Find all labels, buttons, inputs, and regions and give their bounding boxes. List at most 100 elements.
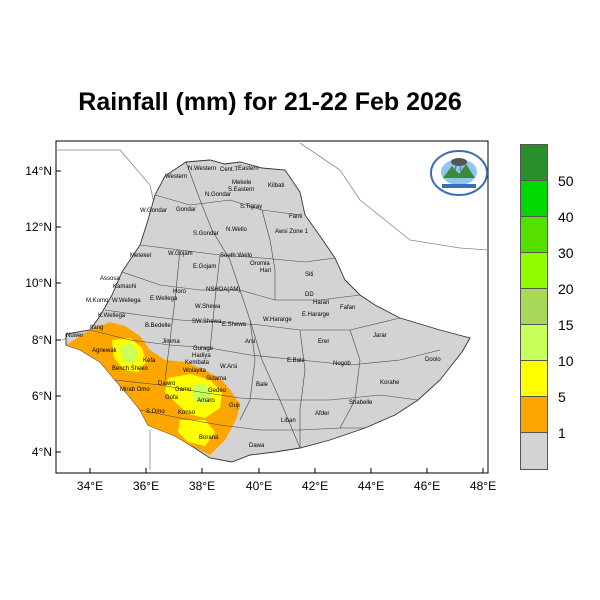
region-label: E.Shewa xyxy=(222,322,247,328)
region-label: Hari xyxy=(260,268,271,274)
region-label: W.Gojam xyxy=(168,251,193,257)
region-label: S.Omo xyxy=(146,409,165,415)
lat-ticks: 4°N 6°N 8°N 10°N 12°N 14°N xyxy=(25,164,61,459)
lat-tick-label: 12°N xyxy=(25,220,52,234)
region-label: Jimma xyxy=(162,339,180,345)
region-label: Fanti xyxy=(289,214,302,220)
region-label: Afder xyxy=(315,411,329,417)
region-label: Agnewak xyxy=(92,348,118,354)
region-label: Fafan xyxy=(340,305,355,311)
region-label: Arsi xyxy=(245,339,255,345)
region-label: N.Gondar xyxy=(205,192,231,198)
region-label: Harari xyxy=(313,300,329,306)
legend-label: 10 xyxy=(558,353,574,369)
region-label: M.Komo xyxy=(86,298,109,304)
region-label: B.Bedelle xyxy=(145,323,171,329)
region-label: S.Eastern xyxy=(228,187,254,193)
lon-tick-label: 46°E xyxy=(414,479,440,493)
region-label: S.Tigray xyxy=(240,204,262,210)
legend-label: 40 xyxy=(558,209,574,225)
lon-tick-label: 38°E xyxy=(189,479,215,493)
region-label: Guji xyxy=(229,403,240,409)
region-label: W.Gondar xyxy=(140,208,167,214)
region-label: Eastern xyxy=(238,166,259,172)
region-label: Cent.T xyxy=(220,167,238,173)
region-label: Bale xyxy=(256,382,269,388)
region-label: Western xyxy=(165,174,187,180)
region-label: Korahe xyxy=(380,380,400,386)
region-label: Gedeo xyxy=(208,388,227,394)
region-label: Kefa xyxy=(143,358,156,364)
region-label: Metekel xyxy=(130,253,151,259)
region-label: Amaro xyxy=(197,398,215,404)
legend-swatch xyxy=(520,216,548,252)
region-label: W.Arsi xyxy=(220,364,237,370)
meteorology-logo-icon xyxy=(430,150,488,196)
region-label: Liban xyxy=(281,418,296,424)
region-label: Borana xyxy=(199,435,219,441)
lon-tick-label: 34°E xyxy=(77,479,103,493)
region-label: Gamo xyxy=(175,387,192,393)
region-label: Mekele xyxy=(232,180,252,186)
region-label: N.Western xyxy=(188,166,216,172)
region-label: Itang xyxy=(90,325,103,331)
legend-label: 1 xyxy=(558,425,566,441)
legend-label: 5 xyxy=(558,389,566,405)
region-label: Konso xyxy=(178,410,196,416)
lon-tick-label: 42°E xyxy=(302,479,328,493)
legend-label: 15 xyxy=(558,317,574,333)
region-label: Awsi Zone 1 xyxy=(275,229,309,235)
region-label: W.Wellega xyxy=(112,298,141,304)
region-label: Dawro xyxy=(158,381,176,387)
region-label: Mirab Omo xyxy=(120,387,150,393)
lat-tick-label: 14°N xyxy=(25,164,52,178)
region-label: Kilbati xyxy=(268,183,284,189)
legend-label: 20 xyxy=(558,281,574,297)
legend-swatch xyxy=(520,288,548,324)
legend-label: 30 xyxy=(558,245,574,261)
legend-swatch xyxy=(520,252,548,288)
region-label: N.Wello xyxy=(226,227,248,233)
legend: 50 40 30 20 15 10 5 1 xyxy=(520,144,574,470)
region-label: Kamashi xyxy=(113,284,136,290)
region-label: Sidama xyxy=(206,376,227,382)
lon-tick-label: 40°E xyxy=(246,479,272,493)
region-label: Gofa xyxy=(165,395,179,401)
rainfall-light-green xyxy=(120,344,212,405)
region-label: Shabelle xyxy=(349,400,373,406)
legend-swatch xyxy=(520,396,548,432)
legend-label: 50 xyxy=(558,173,574,189)
lat-tick-label: 4°N xyxy=(32,445,52,459)
region-label: SW.Shewa xyxy=(192,319,222,325)
lat-tick-label: 6°N xyxy=(32,389,52,403)
legend-swatch xyxy=(520,180,548,216)
region-label: Hadiya xyxy=(192,353,211,359)
admin-boundaries xyxy=(89,161,441,449)
region-label: Siti xyxy=(305,272,313,278)
lon-ticks: 34°E 36°E 38°E 40°E 42°E 44°E 46°E 48°E xyxy=(77,468,496,493)
region-label: E.Bale xyxy=(287,358,305,364)
region-label: W.Shewa xyxy=(195,304,221,310)
region-label: Wolayita xyxy=(183,368,207,374)
region-label: Erer xyxy=(318,339,329,345)
region-label: S.Gondar xyxy=(193,231,219,237)
region-label: Jarar xyxy=(373,333,387,339)
legend-swatch xyxy=(520,432,548,470)
region-label: South Wello xyxy=(220,253,253,259)
region-label: Nogob xyxy=(333,361,351,367)
lon-tick-label: 36°E xyxy=(133,479,159,493)
region-label: Bench Sheko xyxy=(112,366,148,372)
region-label: DD xyxy=(305,292,314,298)
map-title: Rainfall (mm) for 21-22 Feb 2026 xyxy=(78,88,462,116)
region-label: W.Hararge xyxy=(263,317,292,323)
region-label: Horo xyxy=(173,289,187,295)
region-label: E.Wellega xyxy=(150,296,178,302)
legend-swatch xyxy=(520,144,548,180)
region-label: Gondar xyxy=(176,207,196,213)
region-labels: N.Western Cent.T Eastern Western Mekele … xyxy=(66,166,441,449)
region-label: Doolo xyxy=(425,357,441,363)
lon-tick-label: 44°E xyxy=(358,479,384,493)
lat-tick-label: 8°N xyxy=(32,333,52,347)
region-label: Nuwer xyxy=(66,333,83,339)
